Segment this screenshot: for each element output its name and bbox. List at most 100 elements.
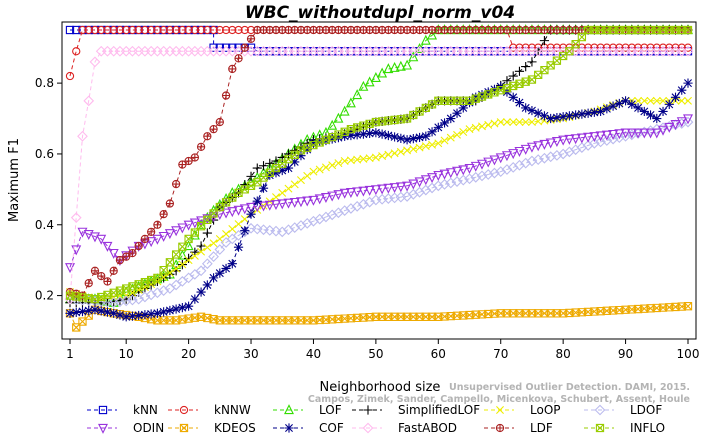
data-point [626,129,638,141]
data-point [159,265,168,275]
data-point [403,146,412,155]
y-axis-label: Maximum F1 [7,138,22,222]
legend-marker [98,405,108,415]
data-point [215,268,225,278]
data-point [228,25,237,35]
data-point [96,234,107,245]
data-point [409,144,418,153]
data-point [146,237,157,248]
data-point [127,311,138,321]
data-point [614,98,624,109]
data-point [209,239,218,248]
data-point [65,308,75,318]
data-point [295,220,307,231]
data-point [152,234,163,245]
data-point [428,140,437,149]
data-point [671,43,680,52]
data-point [521,61,531,72]
data-point [501,151,512,162]
data-point [102,241,113,252]
legend-marker [594,404,606,416]
data-point [646,47,655,56]
data-point [284,184,293,193]
data-point [384,150,393,159]
legend-label: LDF [530,421,553,434]
data-point [283,163,294,173]
series-line [70,29,688,304]
series-line [69,29,688,300]
data-point [588,137,600,149]
data-point [509,43,518,52]
data-point [196,216,207,227]
data-point [627,43,636,52]
data-point [670,92,681,102]
data-point [601,135,613,146]
data-point [433,171,444,182]
y-tick-label: 0.6 [35,147,54,161]
data-point [652,113,662,124]
data-point [89,232,100,243]
legend-marker [179,423,189,433]
data-point [240,215,249,224]
data-point [315,165,324,174]
x-tick-label: 70 [493,347,508,361]
data-point [70,212,82,224]
data-point [303,47,312,56]
data-point [621,43,630,52]
data-point [246,209,256,219]
legend-item-odin: ODIN [87,421,164,434]
data-point [264,225,276,236]
data-point [359,47,368,56]
data-point [439,118,450,128]
legend-marker [284,404,294,415]
data-point [539,139,550,150]
x-tick-label: 20 [181,347,196,361]
legend-item-lof: LOF [273,403,342,417]
data-point [246,202,257,213]
data-point [321,163,330,172]
data-point [583,132,594,143]
legend-item-knnw: kNNW [168,403,251,417]
data-point [639,106,649,117]
data-point [533,141,544,152]
data-point [190,294,200,304]
data-point [495,153,506,164]
data-point [145,289,157,301]
plot-frame [61,21,697,340]
data-point [139,291,151,303]
legend-label: KDEOS [214,421,256,434]
data-point [327,191,338,202]
data-point [402,135,412,145]
data-point [121,312,131,322]
data-point [233,205,244,216]
data-point [608,101,618,111]
data-point [552,43,562,52]
data-point [158,285,170,297]
series-line [69,305,689,329]
data-point [239,204,250,215]
data-point [209,25,218,35]
data-point [140,310,150,320]
data-point [364,185,375,196]
data-point [147,25,156,35]
data-point [190,153,199,162]
data-point [464,173,475,185]
data-point [178,25,187,35]
data-point [128,25,137,35]
data-point [459,127,468,136]
data-point [658,125,669,136]
data-point [514,97,525,108]
data-point [409,47,418,56]
series-cof [65,78,693,322]
data-point [83,230,94,241]
data-point [77,227,88,238]
data-point [258,224,269,236]
data-point [683,25,693,35]
data-point [234,54,243,63]
data-point [221,91,231,100]
data-point [595,136,606,148]
data-point [320,211,332,223]
data-point [309,167,318,176]
data-point [421,142,430,151]
data-point [158,231,169,242]
